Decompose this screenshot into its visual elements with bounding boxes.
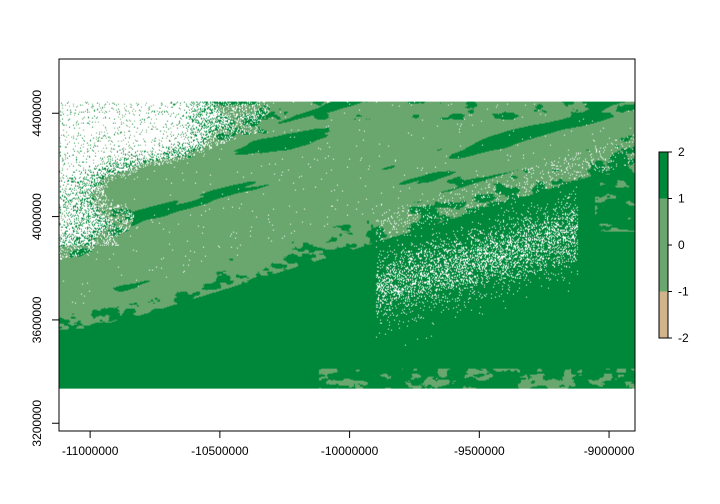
legend-tick-label: 2 <box>678 145 685 159</box>
legend-color-bin <box>659 152 668 199</box>
x-tick-label: -10500000 <box>191 444 249 458</box>
y-tick-label: 4400000 <box>30 90 44 137</box>
x-tick-label: -10000000 <box>321 444 379 458</box>
legend-color-bin <box>659 291 668 338</box>
y-tick-label: 3600000 <box>30 296 44 343</box>
legend: 2 1 0 -1 -2 <box>658 145 689 345</box>
y-tick-label: 4000000 <box>30 193 44 240</box>
x-tick-label: -9000000 <box>584 444 635 458</box>
y-axis: 3200000 3600000 4000000 4400000 <box>30 90 60 447</box>
legend-tick-label: -2 <box>678 331 689 345</box>
y-tick-label: 3200000 <box>30 400 44 447</box>
x-tick-label: -11000000 <box>62 444 119 458</box>
x-tick-label: -9500000 <box>454 444 505 458</box>
legend-tick-label: 0 <box>678 238 685 252</box>
x-axis: -11000000 -10500000 -10000000 -9500000 -9000… <box>62 430 635 458</box>
legend-tick-label: -1 <box>678 285 689 299</box>
raster-image <box>59 101 635 389</box>
legend-color-bin <box>659 198 668 245</box>
raster-cells <box>59 101 635 389</box>
legend-tick-label: 1 <box>678 192 685 206</box>
legend-color-bin <box>659 245 668 292</box>
